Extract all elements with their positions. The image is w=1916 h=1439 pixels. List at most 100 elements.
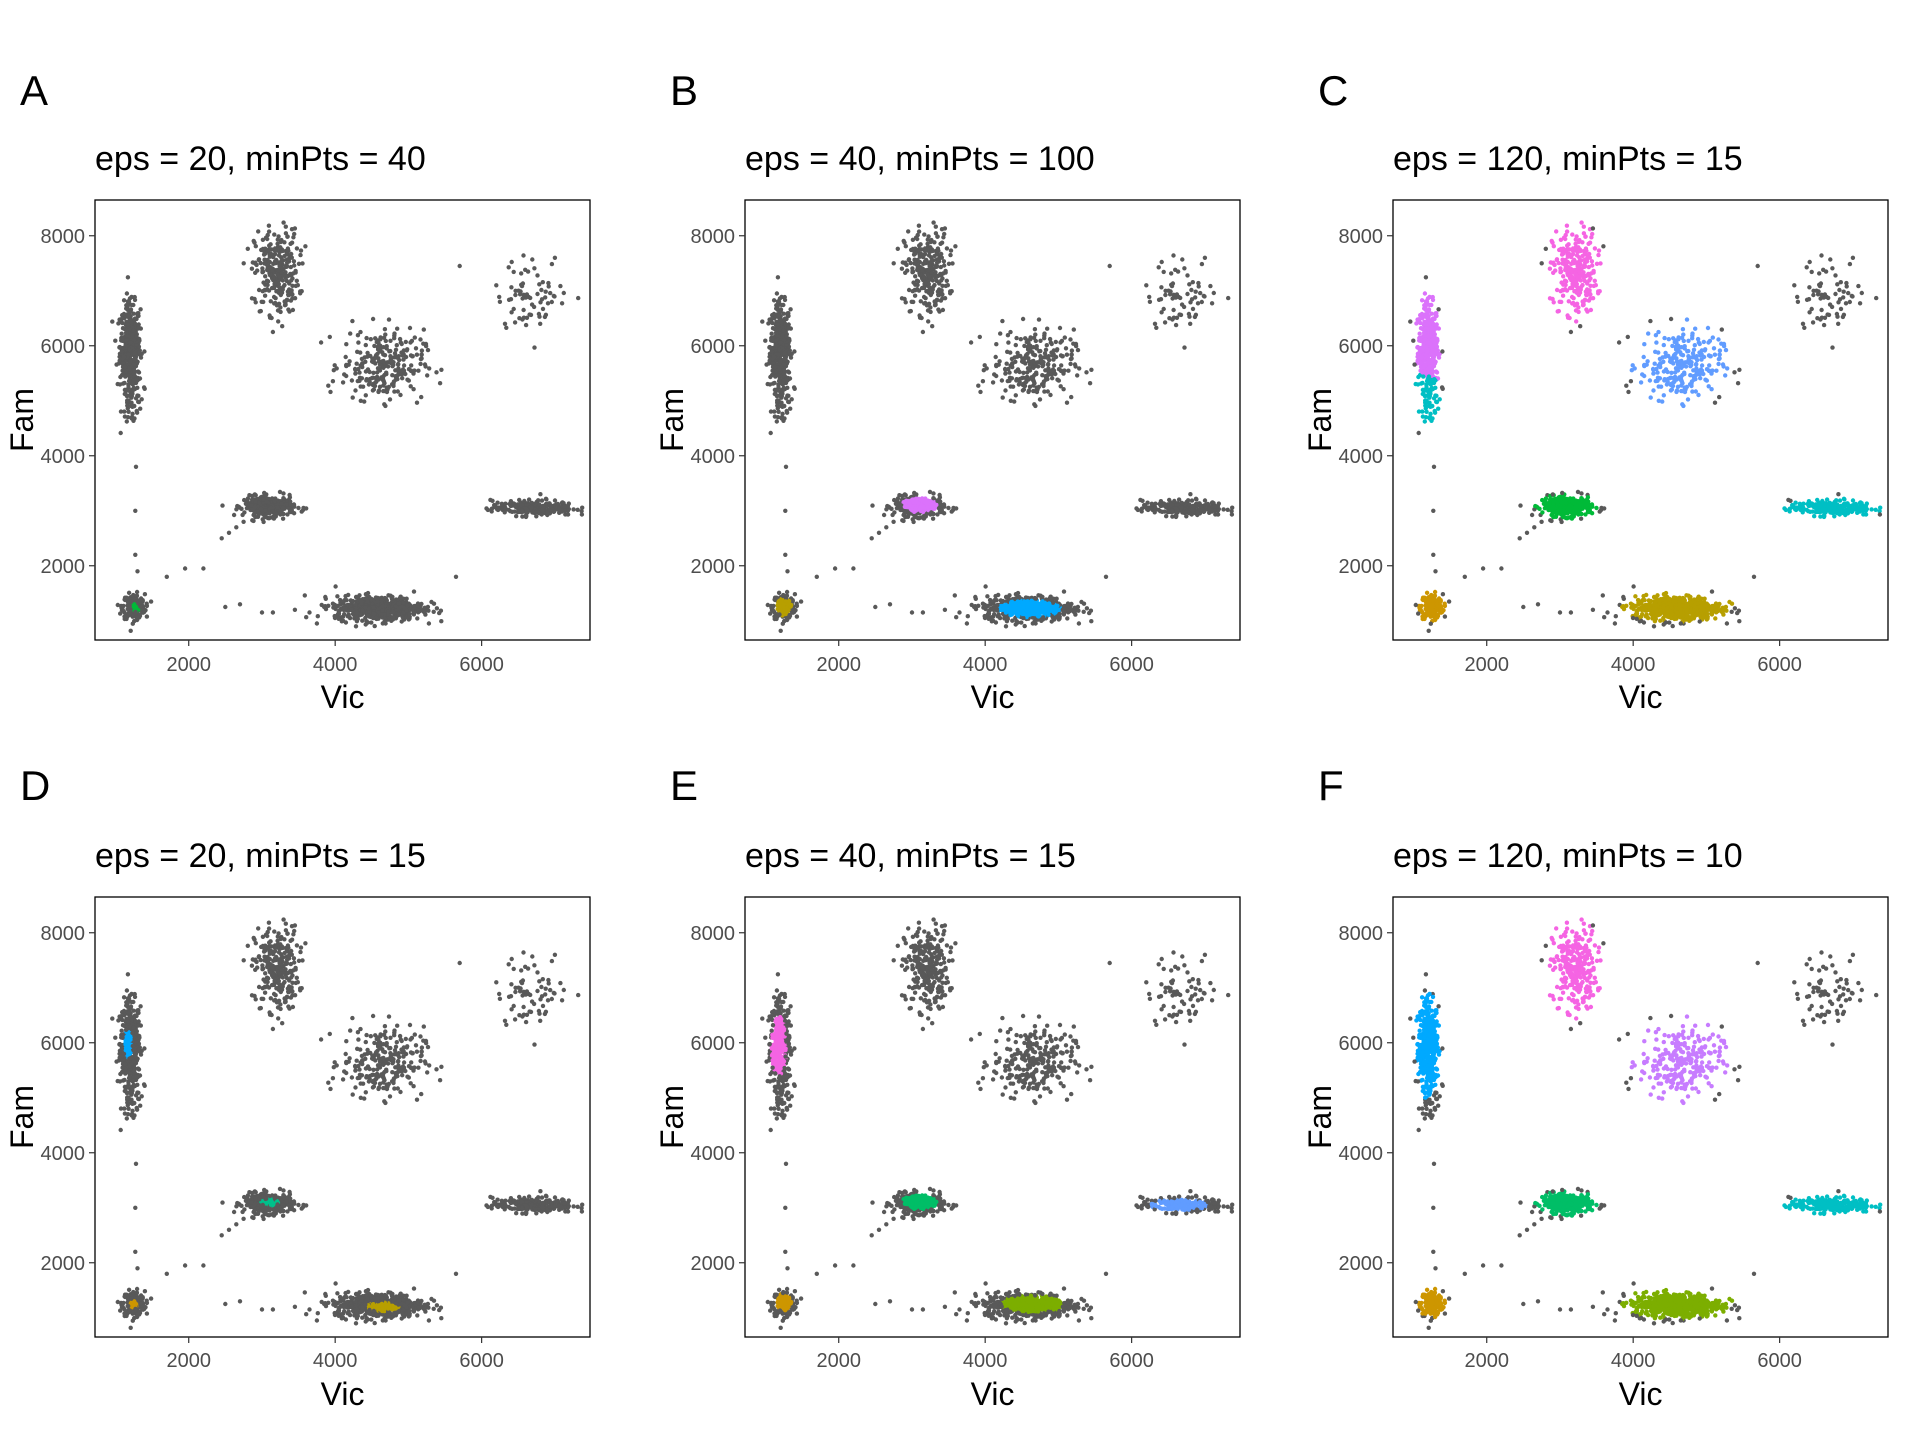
data-point — [261, 280, 266, 285]
data-point — [295, 283, 300, 288]
data-point — [340, 599, 346, 604]
data-point — [219, 536, 224, 541]
data-point — [382, 381, 387, 386]
data-point — [277, 262, 282, 267]
data-point — [434, 370, 439, 375]
data-point — [532, 345, 537, 350]
data-point — [353, 624, 359, 629]
data-point — [353, 610, 359, 615]
data-point — [910, 266, 915, 271]
data-point — [130, 621, 135, 626]
data-point — [135, 385, 140, 390]
data-point — [1015, 350, 1020, 356]
data-point — [918, 505, 924, 510]
data-point — [538, 321, 543, 326]
data-point — [277, 274, 282, 279]
data-point — [348, 331, 353, 336]
data-point — [1036, 609, 1041, 614]
data-point — [1189, 498, 1195, 503]
data-point — [497, 299, 503, 304]
data-point — [913, 274, 918, 279]
data-point — [1022, 623, 1027, 629]
data-point — [182, 566, 188, 571]
data-point — [524, 315, 530, 320]
data-point — [342, 612, 347, 617]
data-point — [1007, 370, 1012, 375]
data-point — [529, 302, 535, 307]
data-point — [139, 397, 144, 402]
data-point — [519, 271, 524, 276]
data-point — [1215, 512, 1220, 517]
data-point — [977, 334, 982, 340]
data-point — [918, 265, 923, 271]
data-point — [282, 240, 287, 245]
data-point — [506, 297, 512, 302]
data-point — [903, 260, 908, 265]
data-point — [1088, 608, 1094, 613]
data-point — [545, 301, 551, 306]
data-point — [1199, 507, 1205, 512]
y-axis-label: Fam — [4, 388, 40, 452]
data-point — [259, 299, 264, 304]
data-point — [370, 356, 375, 361]
data-point — [1029, 604, 1035, 610]
data-point — [536, 311, 542, 317]
data-point — [990, 599, 996, 604]
data-point — [367, 376, 373, 382]
data-point — [164, 574, 169, 579]
y-tick-label: 6000 — [41, 336, 86, 358]
data-point — [1015, 599, 1020, 604]
data-point — [315, 614, 320, 619]
data-point — [1170, 514, 1175, 519]
data-point — [138, 406, 143, 411]
plot-area — [745, 200, 1240, 640]
data-point — [778, 359, 783, 364]
data-point — [237, 602, 243, 607]
data-point — [1048, 392, 1053, 398]
data-point — [119, 349, 125, 354]
data-point — [1042, 389, 1047, 394]
data-point — [993, 354, 998, 360]
data-point — [953, 244, 958, 249]
data-point — [539, 287, 544, 293]
data-point — [1026, 340, 1031, 346]
data-point — [1046, 601, 1052, 606]
data-point — [280, 505, 286, 511]
data-point — [125, 388, 130, 393]
data-point — [259, 507, 264, 513]
data-point — [124, 419, 129, 424]
data-point — [544, 497, 549, 502]
data-point — [363, 592, 369, 597]
data-point — [497, 294, 502, 300]
data-point — [910, 246, 916, 252]
data-point — [354, 361, 359, 366]
data-point — [121, 603, 126, 609]
data-point — [140, 598, 145, 603]
data-point — [113, 338, 118, 343]
x-tick-label: 4000 — [313, 654, 358, 676]
data-point — [540, 280, 545, 285]
data-point — [1057, 611, 1062, 617]
data-point — [506, 507, 511, 513]
data-point — [377, 366, 382, 371]
data-point — [127, 393, 132, 398]
data-point — [263, 508, 268, 513]
data-point — [379, 598, 384, 603]
data-point — [1050, 367, 1056, 372]
data-point — [935, 273, 940, 279]
data-point — [1051, 357, 1056, 362]
data-point — [370, 316, 376, 322]
data-point — [262, 514, 268, 520]
data-point — [490, 498, 495, 503]
data-point — [1039, 618, 1044, 623]
data-point — [268, 251, 273, 256]
data-point — [1089, 367, 1094, 372]
data-point — [1020, 316, 1026, 322]
data-point — [907, 500, 912, 505]
data-point — [489, 506, 495, 511]
data-point — [115, 381, 120, 387]
data-point — [1166, 509, 1171, 514]
data-point — [1008, 384, 1013, 389]
data-point — [1019, 620, 1024, 625]
data-point — [336, 616, 341, 621]
